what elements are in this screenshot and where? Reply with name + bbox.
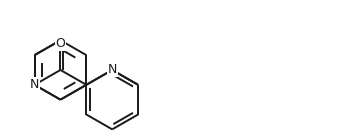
Text: O: O bbox=[56, 37, 65, 50]
Text: S: S bbox=[108, 64, 116, 77]
Text: N: N bbox=[30, 78, 39, 91]
Text: N: N bbox=[108, 64, 117, 77]
